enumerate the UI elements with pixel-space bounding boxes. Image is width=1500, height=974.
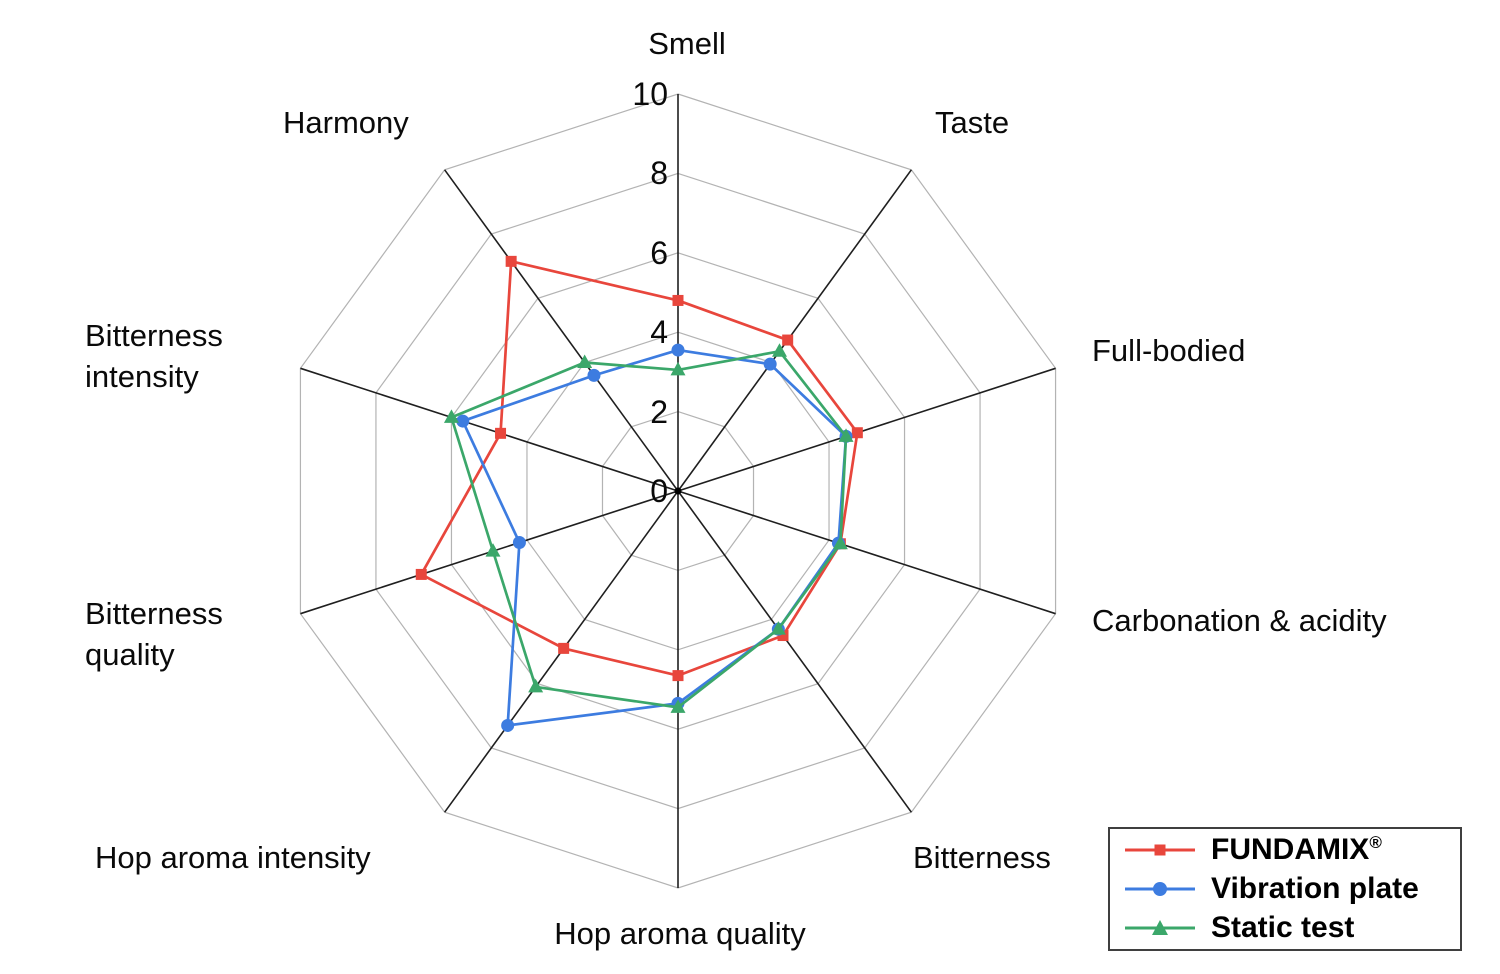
legend-label-vibration-plate: Vibration plate xyxy=(1211,872,1419,905)
axis-label-taste: Taste xyxy=(935,105,1010,140)
legend-item-static-test: Static test xyxy=(1110,908,1460,947)
legend-marker-circle-icon xyxy=(1125,882,1195,896)
legend-item-vibration-plate: Vibration plate xyxy=(1110,870,1460,909)
axis-label-harmony: Harmony xyxy=(283,105,409,140)
series-static-test xyxy=(443,343,854,713)
radial-tick-6: 6 xyxy=(650,235,668,271)
axis-label-smell: Smell xyxy=(648,26,726,61)
legend-marker-triangle-icon xyxy=(1125,919,1195,935)
radial-tick-10: 10 xyxy=(632,76,668,112)
axis-label-full-bodied: Full-bodied xyxy=(1092,333,1246,368)
chart-center-dot xyxy=(674,487,682,495)
radial-tick-8: 8 xyxy=(650,155,668,191)
legend-label-fundamix: FUNDAMIX® xyxy=(1211,833,1382,867)
axis-label-hop-aroma-intensity: Hop aroma intensity xyxy=(95,840,371,875)
axis-label-bitterness: Bitterness xyxy=(913,840,1051,875)
radial-tick-2: 2 xyxy=(650,394,668,430)
axis-label-bitterness-intensity: Bitterness intensity xyxy=(85,318,223,394)
radial-tick-0: 0 xyxy=(650,473,668,509)
legend-label-static-test: Static test xyxy=(1211,910,1355,944)
legend-item-fundamix: FUNDAMIX® xyxy=(1110,831,1460,870)
legend-box: FUNDAMIX® Vibration plate Static test xyxy=(1108,827,1462,951)
axis-label-carbonation-acidity: Carbonation & acidity xyxy=(1092,603,1387,638)
legend-marker-square-icon xyxy=(1125,844,1195,856)
radial-tick-4: 4 xyxy=(650,314,668,350)
axis-label-hop-aroma-quality: Hop aroma quality xyxy=(554,916,806,951)
axis-label-bitterness-quality: Bitterness quality xyxy=(85,596,223,672)
